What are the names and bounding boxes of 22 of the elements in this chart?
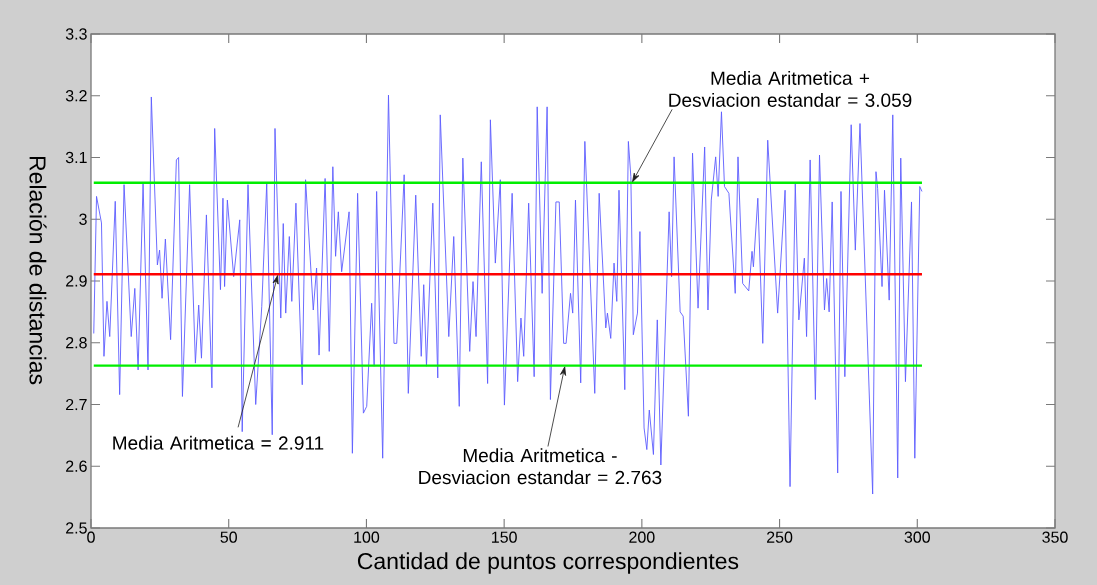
y-tick-label: 2.7	[66, 398, 87, 411]
ref-line-label: Media Aritmetica + Desviacion estandar = 3.059	[669, 70, 912, 107]
y-tick-label: 2.6	[66, 460, 87, 472]
x-tick-label: 250	[767, 531, 793, 543]
x-tick-label: 100	[354, 531, 380, 543]
ref-line-label: Media Aritmetica = 2.911	[113, 435, 324, 450]
y-tick-label: 3.3	[65, 28, 87, 40]
y-tick-label: 2.5	[66, 522, 87, 534]
x-tick-label: 150	[492, 531, 517, 543]
x-tick-label: 50	[220, 531, 237, 543]
y-tick-label: 2.8	[66, 337, 87, 349]
x-tick-label: 200	[629, 531, 655, 543]
x-tick-label: 0	[87, 531, 95, 543]
y-axis-title: Relación de distancias	[29, 156, 47, 385]
y-tick-label: 2.9	[66, 275, 87, 287]
x-tick-label: 300	[904, 531, 930, 543]
y-tick-label: 3.1	[65, 151, 87, 164]
y-tick-label: 3.2	[65, 90, 87, 102]
x-axis-title: Cantidad de puntos correspondientes	[357, 552, 739, 574]
x-tick-label: 350	[1042, 531, 1068, 543]
y-tick-label: 3	[79, 213, 87, 225]
ref-line-label: Media Aritmetica - Desviacion estandar = 2.763	[419, 448, 662, 485]
